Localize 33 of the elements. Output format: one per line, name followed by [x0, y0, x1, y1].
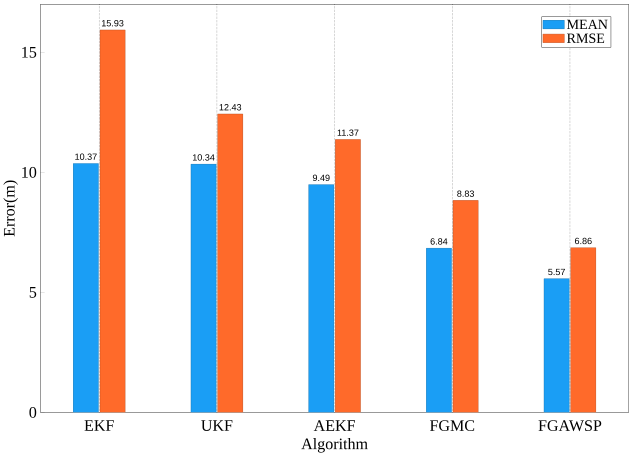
bar: [570, 248, 596, 412]
data-label: 6.84: [430, 238, 448, 245]
x-tick-label: EKF: [84, 420, 114, 431]
data-label: 8.83: [457, 190, 474, 197]
bar: [217, 114, 244, 412]
y-tick-label: 0: [29, 407, 36, 418]
bar: [452, 200, 478, 412]
bar: [544, 278, 570, 412]
bar: [73, 163, 99, 412]
y-tick-label: 5: [30, 287, 36, 298]
x-axis-title: Algorithm: [301, 438, 368, 453]
data-label: 10.34: [192, 154, 215, 161]
data-label: 5.57: [548, 268, 565, 276]
legend-label: MEAN: [566, 20, 608, 30]
y-tick-label: 10: [22, 166, 36, 178]
bar: [100, 30, 126, 412]
data-label: 11.37: [338, 130, 358, 136]
bar: [335, 139, 361, 412]
data-label: 15.93: [102, 20, 124, 26]
bar: [426, 248, 452, 412]
data-label: 6.86: [574, 238, 592, 244]
y-tick-label: 15: [22, 46, 36, 58]
x-tick-label: FGMC: [430, 420, 474, 432]
data-label: 12.43: [220, 104, 242, 110]
y-axis-title: Error(m): [3, 180, 18, 236]
bar: [308, 184, 334, 412]
x-tick-label: AEKF: [314, 420, 355, 431]
x-tick-label: UKF: [201, 420, 232, 431]
data-label: 9.49: [312, 174, 330, 182]
x-tick-label: FGAWSP: [538, 420, 602, 432]
legend-label: RMSE: [566, 34, 604, 43]
data-label: 10.37: [75, 154, 97, 160]
bar: [190, 164, 216, 412]
